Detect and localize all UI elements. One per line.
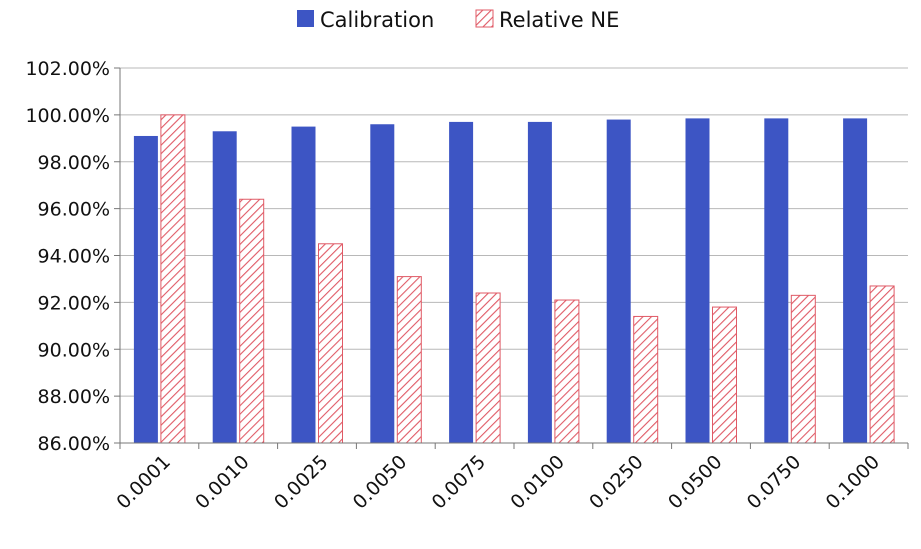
y-tick-label: 98.00% — [38, 152, 110, 174]
y-axis: 86.00% 88.00% 90.00% 92.00% 94.00% 96.00% 98.0… — [25, 58, 121, 455]
x-tick-label: 0.0010 — [191, 451, 254, 514]
relative-ne-bar — [239, 198, 265, 444]
legend-label-calibration: Calibration — [320, 8, 434, 32]
relative-ne-bar — [869, 285, 895, 444]
relative-ne-bar — [633, 315, 659, 444]
gridlines — [120, 67, 908, 444]
y-tick-label: 92.00% — [38, 292, 110, 314]
calibration-bar — [685, 118, 710, 443]
x-tick-label: 0.0025 — [270, 451, 333, 514]
relative-ne-bar — [160, 114, 186, 444]
y-tick-label: 90.00% — [38, 339, 110, 361]
y-tick-label: 94.00% — [38, 246, 110, 268]
x-tick-label: 0.1000 — [822, 451, 885, 514]
relative-ne-bar — [554, 299, 580, 444]
calibration-bar — [449, 121, 474, 443]
x-tick-label: 0.0750 — [743, 451, 806, 514]
calibration-bar — [843, 118, 868, 443]
relative-ne-bar — [318, 243, 343, 444]
calibration-bar — [291, 126, 316, 443]
calibration-bar — [606, 119, 631, 443]
x-tick-label: 0.0500 — [664, 451, 727, 514]
x-tick-label: 0.0250 — [585, 451, 648, 514]
relative-ne-bar — [396, 276, 422, 444]
legend: Calibration Relative NE — [297, 8, 619, 32]
relative-ne-bar — [475, 292, 501, 444]
relative-ne-bar — [790, 294, 816, 444]
y-tick-label: 102.00% — [25, 58, 110, 80]
x-tick-label: 0.0001 — [112, 451, 175, 514]
y-tick-label: 96.00% — [38, 199, 110, 221]
x-axis: 0.0001 0.0010 0.0025 0.0050 0.0075 0.0100 0.02… — [112, 442, 909, 514]
calibration-bar — [764, 118, 789, 443]
legend-swatch-relative-ne — [475, 9, 494, 28]
bars — [133, 114, 895, 444]
x-tick-label: 0.0050 — [349, 451, 412, 514]
relative-ne-bar — [712, 306, 737, 444]
y-tick-label: 100.00% — [25, 105, 110, 127]
legend-swatch-calibration — [297, 10, 314, 27]
calibration-bar — [527, 121, 552, 443]
y-tick-label: 88.00% — [38, 386, 110, 408]
y-tick-label: 86.00% — [38, 433, 110, 455]
calibration-bar — [370, 124, 395, 443]
calibration-bar — [133, 135, 158, 443]
calibration-bar — [212, 131, 237, 443]
legend-label-relative-ne: Relative NE — [499, 8, 619, 32]
x-tick-label: 0.0100 — [506, 451, 569, 514]
x-tick-label: 0.0075 — [428, 451, 491, 514]
